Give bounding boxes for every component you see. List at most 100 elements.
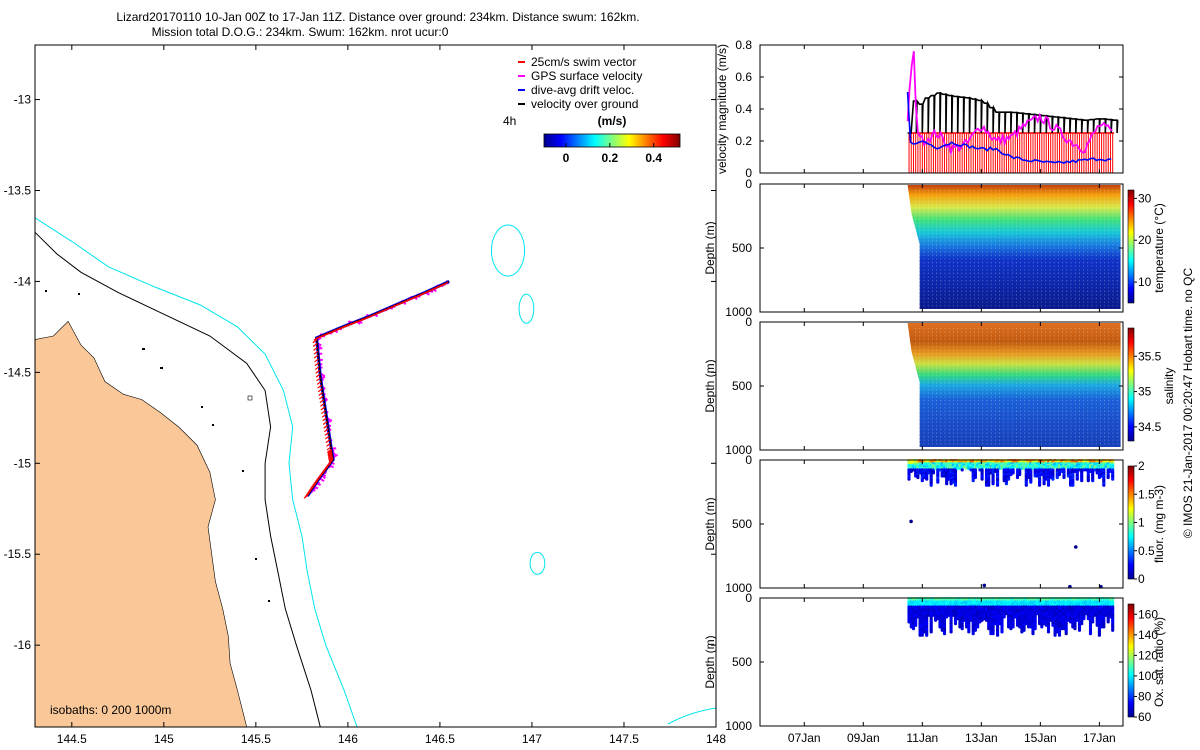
map-x-tick-label: 145: [154, 732, 174, 746]
swim-vector-mark: [311, 483, 317, 488]
swim-vector-mark: [325, 435, 330, 440]
oxygen-sample: [1046, 630, 1051, 634]
swim-vector-mark: [328, 330, 334, 335]
isobath-200m-line: [35, 217, 358, 727]
fluorescence-sample: [925, 477, 929, 481]
oxygen-sample: [1108, 615, 1113, 619]
temperature-colorbar-tick: 30: [1138, 191, 1152, 205]
speed-colorbar-tick: 0.2: [601, 151, 618, 165]
swim-vector-mark: [312, 339, 318, 344]
fluorescence-sample: [1057, 472, 1062, 477]
swim-vector-mark: [328, 458, 334, 463]
swim-vector-mark: [327, 449, 332, 454]
swim-vector-mark: [367, 314, 372, 319]
oxygen-sample: [971, 632, 975, 636]
oxygen-sample: [1066, 618, 1070, 622]
swim-vector-mark: [331, 329, 337, 334]
oxygen-sample: [1097, 633, 1101, 637]
oxygen-sample: [949, 630, 953, 634]
oxygen-colorbar-tick: 160: [1138, 607, 1158, 621]
legend-label: 25cm/s swim vector: [531, 55, 636, 69]
swim-vector-mark: [312, 343, 318, 348]
oxygen-sample: [996, 633, 1000, 637]
fluorescence-sample: [1024, 483, 1028, 487]
swim-vector-mark: [327, 454, 333, 459]
swim-vector-mark: [327, 448, 332, 453]
swim-vector-mark: [322, 417, 327, 422]
oxygen-sample: [914, 623, 918, 627]
fluorescence-sample: [971, 479, 975, 483]
swim-vector-mark: [326, 442, 331, 447]
velocity-y-tick-label: 0.8: [735, 38, 752, 52]
oxygen-sample: [1011, 625, 1015, 629]
oxygen-sample: [1040, 625, 1044, 629]
oxygen-sample: [1055, 630, 1059, 634]
swim-vector-mark: [411, 295, 417, 300]
swim-vector-mark: [358, 318, 364, 323]
fluorescence-sample: [1038, 483, 1042, 487]
fluorescence-sample: [1018, 472, 1022, 477]
oxygen-sample: [1069, 620, 1073, 624]
oxygen-sample: [911, 627, 916, 631]
salinity-y-tick-label: 1000: [725, 443, 752, 457]
fluorescence-sample: [1015, 475, 1020, 480]
salinity-colorbar-tick: 35.5: [1138, 349, 1162, 363]
oxygen-sample: [1029, 625, 1033, 629]
map-y-tick-label: -15: [14, 456, 32, 470]
fluorescence-sample: [1106, 475, 1110, 480]
oxygen-sample: [934, 618, 938, 622]
swim-vector-mark: [384, 307, 390, 312]
swim-vector-mark: [381, 308, 387, 313]
oxygen-sample: [962, 618, 967, 622]
swim-vector-mark: [390, 304, 396, 309]
oxygen-sample: [1044, 623, 1048, 627]
swim-vector-mark: [318, 334, 324, 339]
oxygen-sample: [1035, 612, 1039, 616]
swim-vector-mark: [398, 301, 404, 306]
swim-vector-mark: [419, 292, 425, 297]
map-frame: [34, 44, 717, 728]
oxygen-sample: [1095, 623, 1099, 627]
oxygen-sample: [1077, 628, 1082, 632]
fluorescence-sample: [1111, 477, 1115, 481]
oxygen-sample: [1062, 627, 1066, 631]
swim-vector-mark: [322, 468, 327, 473]
fluorescence-sample: [980, 477, 984, 481]
oxygen-sample: [916, 615, 920, 619]
oxygen-sample: [953, 622, 958, 626]
swim-vector-mark: [327, 450, 333, 455]
oxygen-sample: [1100, 625, 1104, 629]
legend-label: GPS surface velocity: [531, 69, 642, 83]
oxygen-ylabel: Depth (m): [703, 635, 717, 688]
swim-vector-mark: [353, 320, 358, 325]
oxygen-sample: [987, 627, 991, 631]
oxygen-sample: [909, 625, 913, 629]
swim-vector-mark: [316, 476, 322, 481]
fluorescence-sample: [920, 479, 924, 483]
oxygen-sample: [1053, 633, 1057, 637]
fluorescence-panel: 0 500 1000 Depth (m) 0 0.5 1 1.5 2 fluor. (mg …: [703, 453, 1166, 595]
swim-vector-mark: [334, 328, 339, 333]
fluorescence-sample: [936, 480, 940, 484]
salinity-colorbar-tick: 34.5: [1138, 420, 1162, 434]
velocity-bars: [908, 132, 1115, 173]
oxygen-sample: [1093, 613, 1097, 617]
salinity-colorbar-tick: 35: [1138, 385, 1152, 399]
fluorescence-sample: [1011, 471, 1015, 475]
map-x-tick-label: 145.5: [241, 732, 271, 746]
oxygen-sample: [967, 630, 971, 634]
oxygen-sample: [1007, 625, 1011, 629]
fluorescence-sample: [1091, 479, 1095, 483]
time-x-tick-label: 07Jan: [788, 731, 821, 745]
oxygen-sample: [1013, 615, 1017, 619]
oxygen-sample: [958, 625, 962, 629]
isobaths-label: isobaths: 0 200 1000m: [50, 703, 171, 717]
fluorescence-sample: [1029, 480, 1033, 484]
map-x-tick-label: 146: [338, 732, 358, 746]
fluorescence-colorbar: [1127, 465, 1135, 580]
fluorescence-outlier: [909, 519, 913, 524]
fluorescence-sample: [996, 483, 1000, 487]
swim-vector-mark: [310, 484, 315, 489]
fluorescence-sample: [1075, 477, 1079, 481]
